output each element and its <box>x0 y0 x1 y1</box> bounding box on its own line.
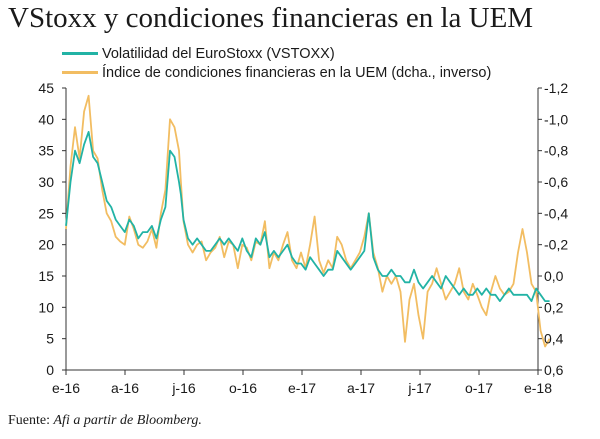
chart-title: VStoxx y condiciones financieras en la U… <box>8 2 534 34</box>
y-left-tick-label: 45 <box>38 80 54 96</box>
source-note: Fuente: Afi a partir de Bloomberg. <box>8 413 202 429</box>
x-tick-label: j-17 <box>407 380 432 396</box>
y-right-tick-label: -1,2 <box>544 80 568 96</box>
x-tick-label: o-17 <box>465 380 493 396</box>
y-left-tick-label: 20 <box>38 237 54 253</box>
legend-swatch-fci <box>62 71 98 74</box>
series-line-fci <box>65 94 551 348</box>
legend-item-fci: Índice de condiciones financieras en la … <box>62 63 491 82</box>
y-right-tick-label: -0,6 <box>544 174 568 190</box>
legend-item-vstoxx: Volatilidad del EuroStoxx (VSTOXX) <box>62 44 491 63</box>
legend-swatch-vstoxx <box>62 52 98 55</box>
y-left-tick-label: 15 <box>38 268 54 284</box>
y-left-tick-label: 10 <box>38 299 54 315</box>
y-left-tick-label: 40 <box>38 111 54 127</box>
legend-label-fci: Índice de condiciones financieras en la … <box>102 64 492 81</box>
y-right-tick-label: 0,0 <box>544 268 564 284</box>
x-tick-label: o-16 <box>229 380 257 396</box>
source-text: Afi a partir de Bloomberg. <box>53 413 202 428</box>
series-line-vstoxx <box>65 130 550 303</box>
y-right-tick-label: 0,2 <box>544 299 564 315</box>
legend: Volatilidad del EuroStoxx (VSTOXX) Índic… <box>62 44 491 82</box>
y-left-tick-label: 35 <box>38 143 54 159</box>
y-right-tick-label: 0,6 <box>544 362 564 378</box>
axes <box>62 87 542 375</box>
y-left-tick-label: 0 <box>46 362 54 378</box>
legend-label-vstoxx: Volatilidad del EuroStoxx (VSTOXX) <box>102 45 335 62</box>
y-right-tick-label: -0,8 <box>544 143 568 159</box>
x-tick-label: j-16 <box>171 380 196 396</box>
y-left-tick-label: 30 <box>38 174 54 190</box>
y-right-tick-label: 0,4 <box>544 331 564 347</box>
x-tick-label: e-17 <box>288 380 316 396</box>
y-left-tick-label: 5 <box>46 331 54 347</box>
y-right-tick-label: -1,0 <box>544 111 568 127</box>
y-right-tick-label: -0,4 <box>544 205 568 221</box>
x-tick-label: e-16 <box>52 380 80 396</box>
source-prefix: Fuente: <box>8 413 54 428</box>
series-layer <box>65 94 551 348</box>
tick-labels: 45 40 35 30 25 20 15 10 5 0 -1,2 -1,0 -0,8 -0,6 -0,4 -0… <box>38 80 568 396</box>
x-tick-label: a-17 <box>347 380 375 396</box>
x-tick-label: e-18 <box>524 380 552 396</box>
y-right-tick-label: -0,2 <box>544 237 568 253</box>
y-left-tick-label: 25 <box>38 205 54 221</box>
x-tick-label: a-16 <box>111 380 139 396</box>
